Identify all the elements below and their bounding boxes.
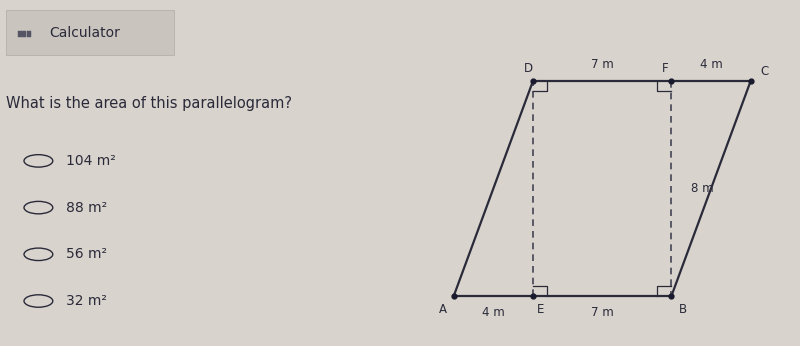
Bar [22, 33, 26, 35]
Text: 56 m²: 56 m² [66, 247, 106, 261]
Text: C: C [760, 65, 768, 78]
Bar [18, 33, 22, 35]
Text: What is the area of this parallelogram?: What is the area of this parallelogram? [6, 96, 293, 111]
Text: 4 m: 4 m [699, 58, 722, 71]
Bar [27, 35, 31, 37]
Text: B: B [678, 303, 686, 316]
Bar [18, 31, 22, 33]
Text: 7 m: 7 m [590, 306, 614, 319]
Text: D: D [524, 62, 534, 75]
Text: F: F [662, 62, 668, 75]
FancyBboxPatch shape [6, 10, 174, 55]
Text: 4 m: 4 m [482, 306, 505, 319]
Text: 88 m²: 88 m² [66, 201, 106, 215]
Text: E: E [537, 303, 545, 316]
Bar [18, 35, 22, 37]
Bar [27, 33, 31, 35]
Text: 104 m²: 104 m² [66, 154, 115, 168]
Text: 32 m²: 32 m² [66, 294, 106, 308]
Bar [22, 35, 26, 37]
Text: 7 m: 7 m [590, 58, 614, 71]
Text: Calculator: Calculator [50, 26, 121, 40]
Bar [27, 31, 31, 33]
Bar [22, 31, 26, 33]
Text: 8 m: 8 m [691, 182, 714, 195]
Text: A: A [438, 303, 446, 316]
